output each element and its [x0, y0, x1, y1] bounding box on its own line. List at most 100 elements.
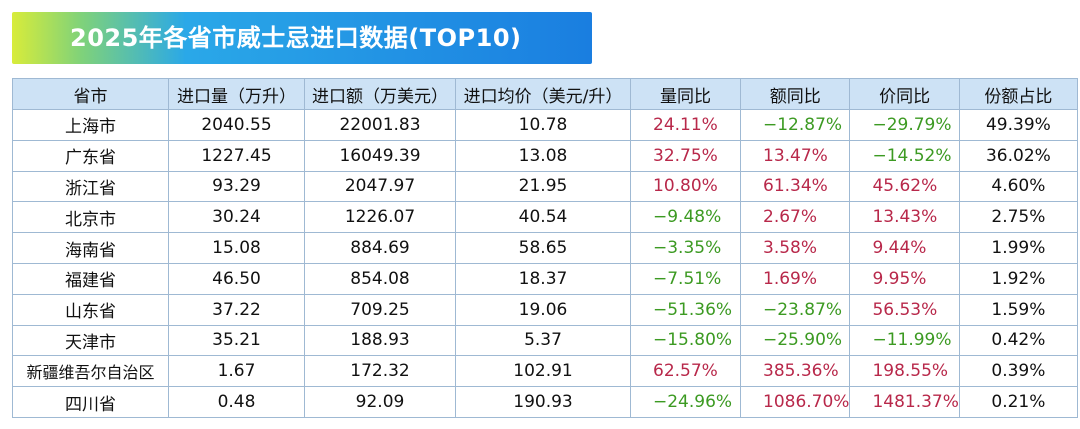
table-row: 海南省 15.08 884.69 58.65 −3.35% 3.58% 9.44% 1.99% — [12, 232, 1078, 264]
table-cell: 1227.45 — [168, 139, 305, 172]
table-row: 广东省 1227.45 16049.39 13.08 32.75% 13.47% −14.5… — [12, 139, 1078, 172]
table-cell: 四川省 — [12, 386, 169, 418]
table-cell: −51.36% — [630, 293, 741, 326]
table-cell: 18.37 — [455, 262, 631, 295]
table-cell: −15.80% — [630, 324, 741, 357]
table-cell: 24.11% — [630, 109, 741, 141]
table-cell: 2047.97 — [304, 170, 456, 203]
column-header: 进口量（万升） — [168, 78, 305, 110]
table-cell: 1086.70% — [739, 386, 851, 418]
table-cell: 198.55% — [849, 355, 960, 388]
table-cell: 15.08 — [168, 232, 305, 264]
table-cell: 浙江省 — [12, 170, 169, 203]
table-cell: 49.39% — [958, 109, 1078, 141]
table-cell: 1.67 — [168, 355, 305, 388]
column-header: 量同比 — [630, 78, 741, 110]
table-cell: 709.25 — [304, 293, 456, 326]
table-cell: −14.52% — [849, 139, 960, 172]
table-cell: 山东省 — [12, 293, 169, 326]
table-cell: 13.43% — [849, 201, 960, 234]
table-cell: 884.69 — [304, 232, 456, 264]
table-cell: 37.22 — [168, 293, 305, 326]
data-table: 省市 进口量（万升） 进口额（万美元） 进口均价（美元/升） 量同比 额同比 价同比 份额占比… — [12, 78, 1078, 418]
table-cell: 13.47% — [739, 139, 851, 172]
table-cell: 3.58% — [739, 232, 851, 264]
table-cell: 854.08 — [304, 262, 456, 295]
table-cell: 56.53% — [849, 293, 960, 326]
table-cell: 45.62% — [849, 170, 960, 203]
table-cell: 16049.39 — [304, 139, 456, 172]
table-cell: 22001.83 — [304, 109, 456, 141]
table-cell: 21.95 — [455, 170, 631, 203]
header-row: 省市 进口量（万升） 进口额（万美元） 进口均价（美元/升） 量同比 额同比 价同比 份额占比 — [12, 78, 1078, 110]
table-row: 山东省 37.22 709.25 19.06 −51.36% −23.87% 56.53% 1… — [12, 293, 1078, 326]
table-cell: 新疆维吾尔自治区 — [12, 355, 169, 388]
table-cell: −29.79% — [849, 109, 960, 141]
table-cell: 10.78 — [455, 109, 631, 141]
table-cell: 0.42% — [958, 324, 1078, 357]
table-cell: −11.99% — [849, 324, 960, 357]
table-cell: 13.08 — [455, 139, 631, 172]
table-cell: 19.06 — [455, 293, 631, 326]
table-cell: 北京市 — [12, 201, 169, 234]
table-cell: 46.50 — [168, 262, 305, 295]
table-cell: 广东省 — [12, 139, 169, 172]
table-cell: 4.60% — [958, 170, 1078, 203]
table-cell: −24.96% — [630, 386, 741, 418]
table-cell: 2.75% — [958, 201, 1078, 234]
table-cell: 1.69% — [739, 262, 851, 295]
column-header: 进口均价（美元/升） — [455, 78, 631, 110]
table-cell: 福建省 — [12, 262, 169, 295]
table-row: 上海市 2040.55 22001.83 10.78 24.11% −12.87% −29.… — [12, 109, 1078, 141]
table-cell: 海南省 — [12, 232, 169, 264]
table-cell: −23.87% — [739, 293, 851, 326]
table-row: 四川省 0.48 92.09 190.93 −24.96% 1086.70% 1481.37… — [12, 386, 1078, 418]
column-header: 额同比 — [739, 78, 851, 110]
table-cell: 1.92% — [958, 262, 1078, 295]
column-header: 进口额（万美元） — [304, 78, 456, 110]
table-row: 北京市 30.24 1226.07 40.54 −9.48% 2.67% 13.43% 2.7… — [12, 201, 1078, 234]
table-cell: 上海市 — [12, 109, 169, 141]
table-cell: 188.93 — [304, 324, 456, 357]
column-header: 省市 — [12, 78, 169, 110]
table-cell: 9.44% — [849, 232, 960, 264]
table-cell: −9.48% — [630, 201, 741, 234]
table-cell: 36.02% — [958, 139, 1078, 172]
table-cell: 1.99% — [958, 232, 1078, 264]
table-cell: 0.21% — [958, 386, 1078, 418]
table-cell: 0.39% — [958, 355, 1078, 388]
table-cell: 2040.55 — [168, 109, 305, 141]
table-cell: 32.75% — [630, 139, 741, 172]
column-header: 价同比 — [849, 78, 960, 110]
table-cell: −7.51% — [630, 262, 741, 295]
table-cell: 0.48 — [168, 386, 305, 418]
table-cell: 35.21 — [168, 324, 305, 357]
table-row: 天津市 35.21 188.93 5.37 −15.80% −25.90% −11.99% 0… — [12, 324, 1078, 357]
table-cell: 62.57% — [630, 355, 741, 388]
table-cell: 102.91 — [455, 355, 631, 388]
table-cell: 天津市 — [12, 324, 169, 357]
table-row: 浙江省 93.29 2047.97 21.95 10.80% 61.34% 45.62% 4.… — [12, 170, 1078, 203]
table-cell: 58.65 — [455, 232, 631, 264]
table-row: 福建省 46.50 854.08 18.37 −7.51% 1.69% 9.95% 1.92% — [12, 262, 1078, 295]
column-header: 份额占比 — [958, 78, 1078, 110]
table-cell: 172.32 — [304, 355, 456, 388]
table-cell: 1226.07 — [304, 201, 456, 234]
table-cell: 1.59% — [958, 293, 1078, 326]
table-row: 新疆维吾尔自治区 1.67 172.32 102.91 62.57% 385.36% 198… — [12, 355, 1078, 388]
table-cell: 5.37 — [455, 324, 631, 357]
table-cell: 30.24 — [168, 201, 305, 234]
table-cell: 40.54 — [455, 201, 631, 234]
table-cell: 9.95% — [849, 262, 960, 295]
table-cell: 2.67% — [739, 201, 851, 234]
table-cell: −25.90% — [739, 324, 851, 357]
table-cell: 61.34% — [739, 170, 851, 203]
title: 2025年各省市威士忌进口数据(TOP10) — [70, 24, 522, 52]
table-cell: −3.35% — [630, 232, 741, 264]
table-cell: 10.80% — [630, 170, 741, 203]
table-cell: 190.93 — [455, 386, 631, 418]
title-banner — [12, 12, 592, 64]
table-cell: 92.09 — [304, 386, 456, 418]
table-cell: 93.29 — [168, 170, 305, 203]
